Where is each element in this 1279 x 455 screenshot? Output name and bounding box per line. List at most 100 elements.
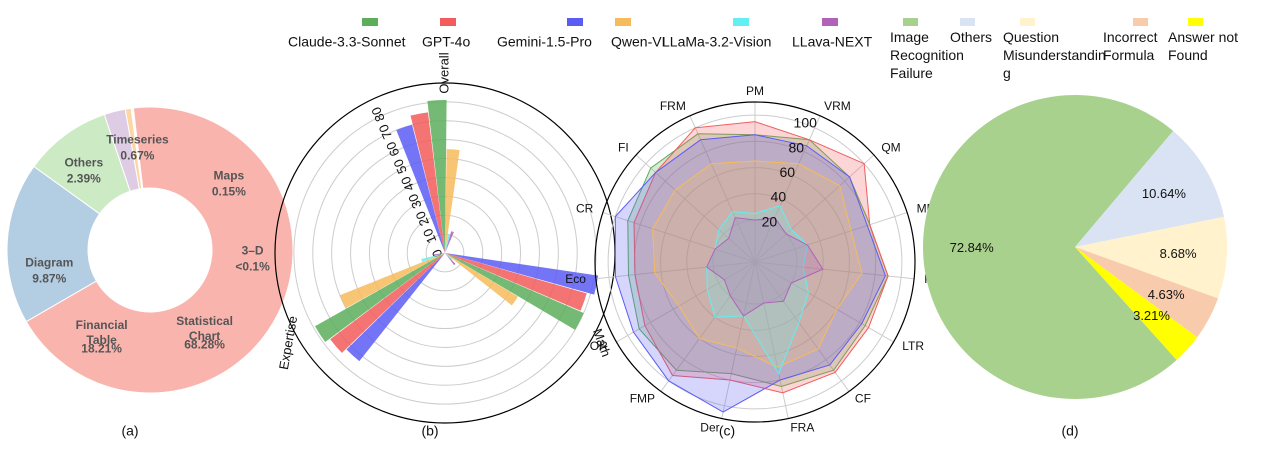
category-label: Eco: [565, 272, 586, 286]
category-label: QM: [881, 140, 900, 154]
pie-slice: [1075, 216, 1227, 299]
legend-swatch: [1020, 18, 1035, 26]
spoke: [754, 154, 875, 263]
category-label: Der: [700, 420, 719, 434]
donut-slice: [6, 165, 101, 323]
radar-area: [627, 133, 889, 387]
slice-value: 18.21%: [81, 341, 122, 356]
legend-swatch: [362, 18, 378, 26]
r-tick-label: 80: [368, 105, 387, 124]
radar-area: [706, 217, 824, 317]
pie-slice: [1075, 247, 1198, 360]
legend-swatch: [1188, 18, 1203, 26]
polar-bar: [346, 253, 445, 362]
slice-label: Financial Table: [75, 317, 128, 347]
caption: (c): [719, 423, 735, 439]
caption: (a): [121, 423, 138, 439]
pie-slice: [1075, 247, 1219, 338]
legend-label: Image Recognition Failure: [890, 29, 964, 81]
polar-bar: [314, 253, 445, 342]
r-tick-label: 30: [405, 192, 424, 211]
spoke: [754, 261, 894, 343]
polar-bar: [427, 100, 447, 253]
spoke: [721, 261, 756, 419]
caption: (d): [1061, 423, 1078, 439]
category-label: Expertise: [276, 315, 300, 371]
legend-label: Claude-3.3-Sonnet: [288, 34, 406, 50]
slice-label: Others: [64, 155, 104, 170]
r-tick-label: 60: [383, 140, 402, 159]
category-label: FRM: [660, 99, 686, 113]
polar-bar: [445, 234, 451, 253]
legend-label: Gemini-1.5-Pro: [497, 34, 592, 50]
slice-value: 2.39%: [66, 171, 101, 186]
r-tick-label: 60: [780, 164, 796, 180]
slice-value: 8.68%: [1160, 246, 1197, 261]
legend-swatch: [960, 18, 975, 26]
polar-bar: [445, 149, 460, 253]
donut-slice: [25, 106, 294, 394]
caption: (b): [421, 423, 438, 439]
category-label: Overall: [436, 52, 451, 93]
legend-swatch: [822, 18, 838, 26]
polar-bar: [330, 253, 445, 353]
legend-label: Others: [950, 29, 993, 45]
radar-frame: [594, 101, 916, 423]
slice-label: Maps: [213, 168, 245, 183]
r-tick-label: 10: [420, 226, 439, 245]
polar-bar: [421, 253, 445, 263]
radar-area: [633, 121, 889, 394]
r-tick-label: 40: [398, 174, 417, 193]
r-tick-label: 100: [794, 115, 818, 131]
legend-swatch: [567, 18, 583, 26]
slice-label: 3–D: [241, 243, 264, 258]
category-label: LTR: [902, 339, 924, 353]
legend-swatch: [1133, 18, 1148, 26]
slice-value: 0.15%: [211, 184, 246, 199]
legend-label: LLaMa-3.2-Vision: [662, 34, 771, 50]
polar-bar: [396, 124, 445, 253]
radar-area: [614, 134, 886, 413]
legend-label: GPT-4o: [422, 34, 470, 50]
slice-value: 68.28%: [184, 337, 225, 352]
legend-label: Question Misunderstanding: [1003, 29, 1106, 81]
polar-bar: [445, 253, 587, 311]
category-label: PM: [746, 84, 764, 98]
r-tick-label: 40: [771, 189, 787, 205]
polar-bar: [445, 253, 453, 260]
category-label: CF: [855, 392, 871, 406]
polar-bar: [445, 253, 518, 306]
r-tick-label: 80: [788, 139, 804, 155]
category-label: OR: [590, 339, 608, 353]
slice-value: 10.64%: [1142, 186, 1187, 201]
slice-label: Diagram: [25, 255, 74, 270]
polar-bar: [445, 253, 456, 266]
legend-label: LLava-NEXT: [792, 34, 873, 50]
category-label: FMP: [630, 392, 655, 406]
r-tick-label: 70: [376, 122, 395, 141]
polar-bar: [445, 231, 454, 253]
r-tick-label: 20: [762, 213, 778, 229]
legend-label: Answer not Found: [1168, 29, 1239, 63]
slice-value: 3.21%: [1133, 308, 1170, 323]
polar-bar: [445, 253, 584, 330]
category-label: FI: [618, 140, 629, 154]
slice-value: 0.67%: [120, 148, 155, 163]
slice-label: Timeseries: [106, 132, 169, 147]
category-label: CR: [576, 202, 594, 216]
r-tick-label: 20: [413, 209, 432, 228]
r-tick-label: 50: [390, 157, 409, 176]
category-label: VRM: [824, 99, 851, 113]
slice-label: Statistical Chart: [176, 314, 233, 344]
slice-value: 72.84%: [950, 240, 995, 255]
legend-swatch: [903, 18, 918, 26]
slice-value: 9.87%: [32, 271, 67, 286]
radar-area: [652, 160, 863, 368]
legend-swatch: [615, 18, 631, 26]
legend-label: Qwen-VL: [611, 34, 670, 50]
legend-swatch: [733, 18, 749, 26]
donut-slice: [103, 108, 140, 192]
polar-bar: [410, 112, 445, 253]
